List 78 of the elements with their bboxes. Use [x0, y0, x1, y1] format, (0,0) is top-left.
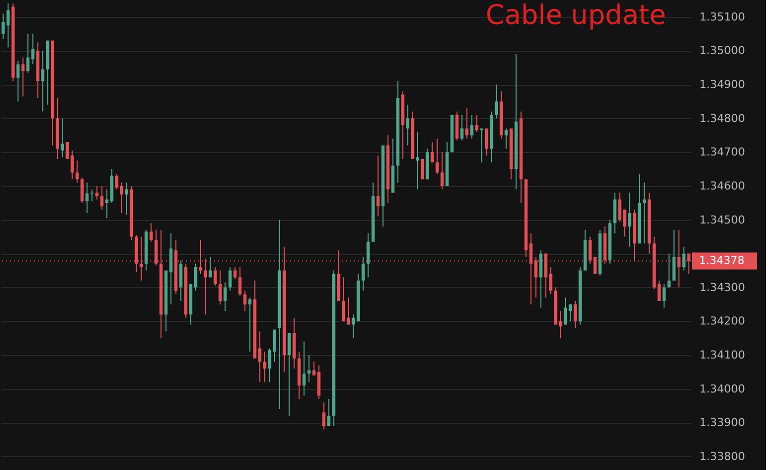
- y-tick-label: 1.34200: [700, 314, 745, 328]
- candlestick: [430, 142, 434, 163]
- candlestick: [327, 398, 330, 427]
- candlestick: [504, 128, 508, 150]
- candlestick: [628, 192, 632, 248]
- candlestick: [179, 260, 182, 302]
- y-tick-label: 1.34000: [700, 382, 745, 396]
- candlestick: [342, 276, 346, 322]
- candlestick: [85, 182, 89, 214]
- y-tick-label: 1.34700: [700, 146, 745, 159]
- y-tick-label: 1.34500: [700, 213, 745, 226]
- candlestick: [406, 104, 410, 146]
- candlestick: [90, 188, 94, 202]
- candlestick: [312, 361, 316, 376]
- candlestick: [272, 329, 276, 362]
- candlestick: [21, 56, 25, 97]
- candlestick: [248, 297, 252, 352]
- candlestick: [95, 185, 99, 200]
- candlestick: [574, 300, 577, 328]
- candlestick: [494, 84, 498, 119]
- candlestick: [150, 222, 153, 242]
- candlestick: [662, 284, 666, 308]
- candlestick: [366, 232, 370, 278]
- candlestick: [642, 182, 646, 244]
- candlestick: [362, 256, 365, 292]
- candlestick: [484, 128, 488, 156]
- candlestick: [169, 232, 173, 305]
- candlestick: [436, 138, 439, 175]
- candlestick: [194, 263, 198, 292]
- candlestick: [263, 351, 266, 383]
- candlestick: [228, 266, 232, 292]
- candlestick: [302, 341, 306, 396]
- candlestick: [558, 310, 562, 339]
- candlestick: [124, 182, 128, 216]
- y-tick-label: 1.33800: [700, 450, 745, 463]
- candlestick: [613, 192, 616, 234]
- candlestick: [233, 266, 237, 280]
- y-tick-label: 1.34900: [700, 78, 745, 92]
- y-tick-label: 1.35100: [700, 10, 745, 24]
- candlestick: [16, 60, 20, 102]
- candlestick: [564, 297, 568, 326]
- candlestick: [317, 364, 320, 400]
- candlestick: [288, 332, 291, 416]
- y-tick-label: 1.34800: [700, 112, 745, 125]
- candlestick: [460, 114, 464, 141]
- candlestick: [455, 111, 459, 141]
- candlestick: [100, 185, 104, 210]
- candlestick: [440, 152, 444, 190]
- candlestick: [322, 402, 326, 430]
- candlestick: [672, 229, 676, 282]
- candlestick: [667, 253, 671, 288]
- candlestick: [76, 160, 79, 184]
- ref-line-label: 1.34378: [699, 254, 744, 268]
- candlestick: [214, 266, 217, 286]
- candlestick: [682, 246, 686, 272]
- y-tick-label: 1.33900: [700, 416, 745, 430]
- candlestick: [238, 266, 242, 296]
- candlestick: [208, 256, 212, 278]
- candlestick: [224, 282, 227, 312]
- chart-title: Cable update: [486, 0, 666, 31]
- y-tick-label: 1.34100: [700, 348, 745, 362]
- candlestick: [539, 250, 542, 308]
- candlestick: [465, 108, 468, 140]
- candlestick: [470, 114, 474, 140]
- y-tick-label: 1.34300: [700, 280, 745, 294]
- candlestick: [218, 270, 222, 305]
- candlestick: [376, 155, 380, 217]
- candlestick: [60, 118, 64, 158]
- candlestick: [475, 114, 478, 132]
- y-tick-label: 1.34600: [700, 179, 745, 192]
- y-tick-label: 1.35000: [700, 44, 745, 58]
- candlestick: [80, 177, 84, 204]
- candlestick: [41, 50, 44, 112]
- candlestick: [416, 131, 420, 190]
- candlestick: [268, 348, 272, 383]
- candlestick: [346, 297, 350, 326]
- candlestick: [243, 290, 246, 312]
- candlestick: [568, 304, 572, 322]
